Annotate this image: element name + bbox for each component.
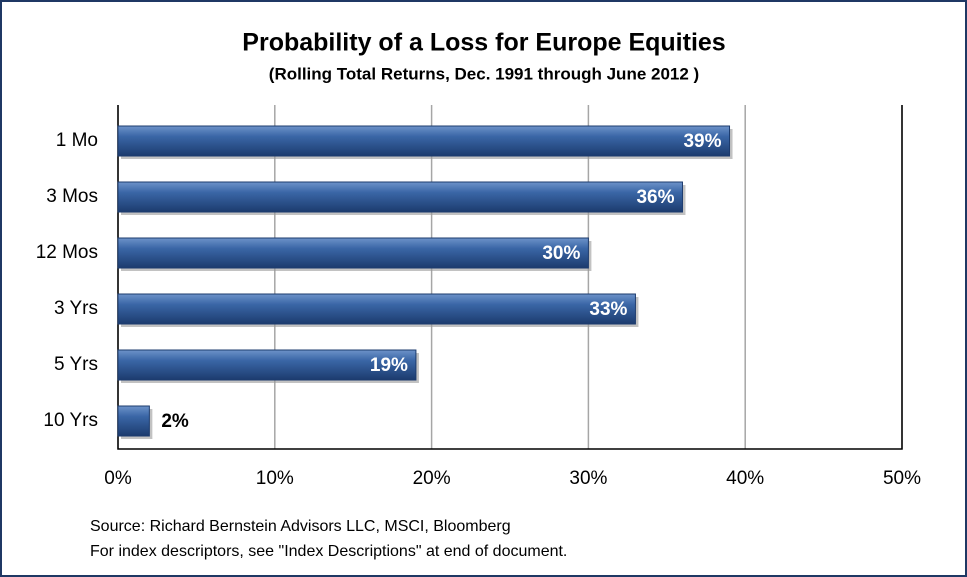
x-tick-label: 40% [726, 468, 764, 489]
plot-border [117, 105, 903, 450]
bar [117, 237, 589, 269]
x-tick-label: 0% [104, 468, 132, 489]
y-tick-label: 3 Mos [46, 186, 98, 207]
data-label: 36% [636, 187, 674, 208]
data-label: 19% [370, 355, 408, 376]
data-label: 33% [589, 299, 627, 320]
x-tick-label: 10% [256, 468, 294, 489]
bar [117, 293, 636, 325]
y-tick-label: 3 Yrs [54, 298, 98, 319]
chart-subtitle: (Rolling Total Returns, Dec. 1991 throug… [269, 64, 699, 83]
y-tick-label: 1 Mo [56, 130, 98, 151]
y-tick-label: 5 Yrs [54, 354, 98, 375]
y-tick-label: 12 Mos [36, 242, 98, 263]
x-tick-label: 50% [883, 468, 921, 489]
bar [117, 125, 731, 157]
bar [117, 405, 150, 437]
x-tick-label: 30% [569, 468, 607, 489]
bar [117, 181, 683, 213]
y-tick-label: 10 Yrs [43, 410, 98, 431]
data-label: 39% [683, 131, 721, 152]
source-note: Source: Richard Bernstein Advisors LLC, … [90, 518, 511, 535]
index-note: For index descriptors, see "Index Descri… [90, 543, 567, 560]
data-label: 30% [542, 243, 580, 264]
bar [117, 349, 417, 381]
x-tick-label: 20% [413, 468, 451, 489]
data-label: 2% [161, 411, 189, 432]
chart-title: Probability of a Loss for Europe Equitie… [242, 29, 725, 57]
